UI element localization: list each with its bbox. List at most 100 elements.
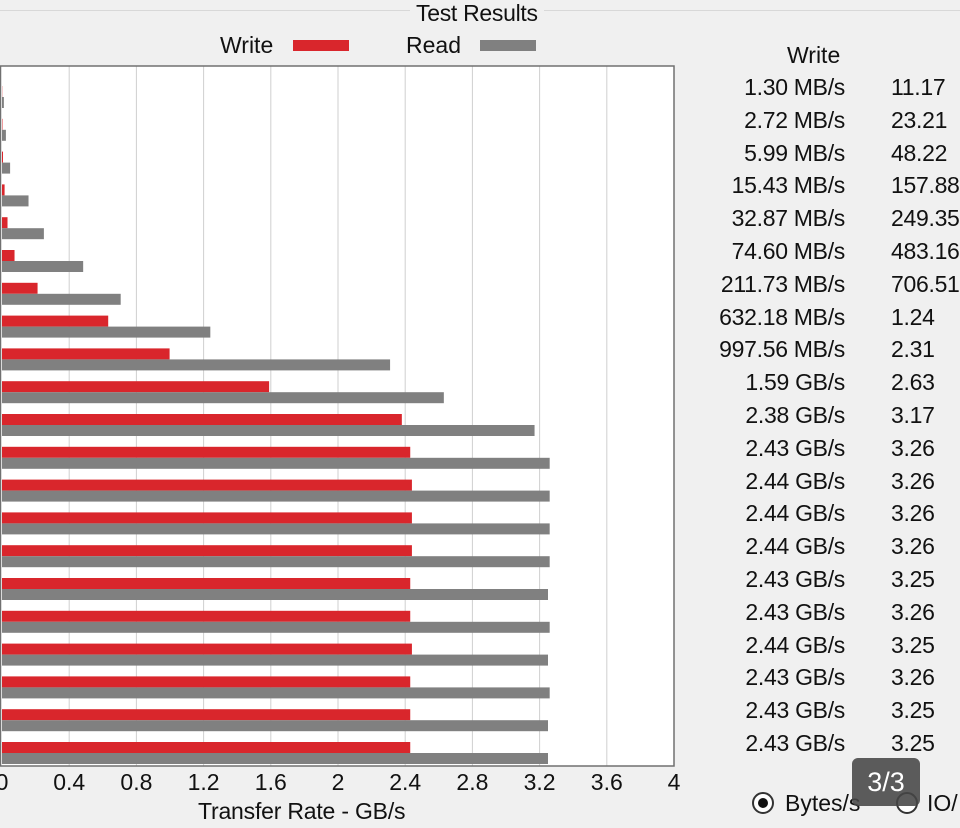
read-bar (2, 654, 548, 666)
read-value-cell: 3.26 (891, 434, 935, 461)
read-value-cell: 3.17 (891, 402, 935, 428)
write-column-header: Write (787, 42, 841, 68)
radio-selected-dot (758, 798, 768, 808)
read-bar (2, 621, 550, 633)
write-bar (2, 446, 411, 458)
read-bar (2, 425, 535, 436)
write-value-cell: 5.99 MB/s (744, 139, 845, 166)
write-value-cell: 2.43 GB/s (745, 664, 845, 691)
read-value-cell: 3.26 (891, 664, 935, 691)
write-value-cell: 2.44 GB/s (745, 500, 845, 527)
legend-write-swatch (293, 40, 349, 51)
read-value-cell: 23.21 (891, 106, 948, 133)
read-value-cell: 2.63 (891, 369, 935, 396)
write-bar (2, 315, 109, 327)
read-value-cell: 3.26 (891, 467, 935, 494)
read-bar (2, 556, 550, 568)
write-bar (2, 250, 15, 261)
read-bar (2, 490, 550, 502)
x-tick-label: 2.8 (456, 769, 488, 795)
legend-write-label: Write (220, 32, 274, 58)
write-value-cell: 2.44 GB/s (745, 631, 845, 658)
write-bar (2, 676, 411, 688)
x-tick-label: 3.6 (591, 769, 623, 795)
write-value-cell: 1.30 MB/s (744, 74, 845, 100)
read-bar (2, 162, 11, 174)
page-indicator-badge[interactable]: 3/3 (852, 758, 920, 806)
write-bar (2, 709, 411, 721)
read-bar (2, 720, 548, 732)
read-bar (2, 261, 84, 272)
write-bar (2, 578, 411, 589)
read-value-cell: 3.25 (891, 730, 935, 756)
read-value-cell: 157.88 (891, 172, 960, 199)
read-value-cell: 1.24 (891, 303, 935, 330)
write-bar (2, 184, 5, 196)
write-value-cell: 2.43 GB/s (745, 697, 845, 724)
write-value-cell: 1.59 GB/s (745, 369, 845, 396)
read-value-cell: 48.22 (891, 139, 948, 166)
write-value-cell: 2.43 GB/s (745, 566, 845, 592)
write-value-cell: 2.38 GB/s (745, 402, 845, 428)
legend-read-swatch (480, 40, 536, 51)
legend-read-label: Read (406, 32, 461, 58)
read-bar (2, 589, 548, 600)
x-tick-label: 0.8 (120, 769, 152, 795)
write-bar (2, 414, 402, 425)
write-value-cell: 2.43 GB/s (745, 598, 845, 625)
write-bar (2, 217, 8, 229)
read-bar (2, 753, 548, 764)
write-bar (2, 479, 412, 491)
x-axis-title: Transfer Rate - GB/s (198, 798, 406, 824)
x-tick-label: 1.6 (255, 769, 287, 795)
read-value-cell: 3.26 (891, 598, 935, 625)
write-value-cell: 74.60 MB/s (731, 238, 846, 264)
write-bar (2, 282, 38, 294)
group-title: Test Results (410, 0, 544, 27)
read-value-cell: 3.25 (891, 566, 935, 592)
read-bar (2, 523, 550, 535)
x-tick-label: 1.2 (188, 769, 220, 795)
x-tick-label: 4 (668, 769, 681, 795)
read-value-cell: 2.31 (891, 336, 935, 363)
read-bar (2, 687, 550, 699)
write-bar (2, 742, 411, 753)
read-value-cell: 3.25 (891, 697, 935, 724)
x-tick-label: 0 (0, 769, 8, 795)
read-bar (2, 228, 44, 240)
write-bar (2, 643, 412, 655)
write-value-cell: 15.43 MB/s (731, 172, 846, 199)
write-bar (2, 348, 170, 360)
write-value-cell: 2.44 GB/s (745, 533, 845, 560)
bytes-radio-label[interactable]: Bytes/s (785, 790, 861, 816)
read-value-cell: 11.17 (891, 74, 946, 100)
read-bar (2, 293, 121, 305)
plot-border (0, 65, 675, 767)
read-value-cell: 706.51 (891, 270, 960, 297)
read-bar (2, 457, 550, 469)
write-bar (2, 151, 4, 163)
write-value-cell: 32.87 MB/s (731, 205, 846, 232)
write-value-cell: 632.18 MB/s (719, 303, 845, 330)
read-bar (2, 129, 6, 141)
read-bar (2, 97, 4, 108)
x-tick-label: 0.4 (53, 769, 85, 795)
bytes-radio[interactable] (752, 792, 774, 814)
write-value-cell: 2.43 GB/s (745, 434, 845, 461)
x-tick-label: 3.2 (524, 769, 556, 795)
read-bar (2, 326, 211, 338)
read-value-cell: 3.25 (891, 631, 935, 658)
write-value-cell: 997.56 MB/s (719, 336, 845, 363)
write-bar (2, 381, 270, 393)
read-value-cell: 3.26 (891, 533, 935, 560)
write-bar (2, 512, 412, 524)
write-value-cell: 2.43 GB/s (745, 730, 845, 756)
x-tick-label: 2 (332, 769, 345, 795)
read-bar (2, 195, 29, 207)
write-value-cell: 2.44 GB/s (745, 467, 845, 494)
write-bar (2, 610, 411, 622)
read-value-cell: 483.16 (891, 238, 960, 264)
read-bar (2, 392, 444, 404)
io-radio-label[interactable]: IO/ (927, 790, 958, 816)
